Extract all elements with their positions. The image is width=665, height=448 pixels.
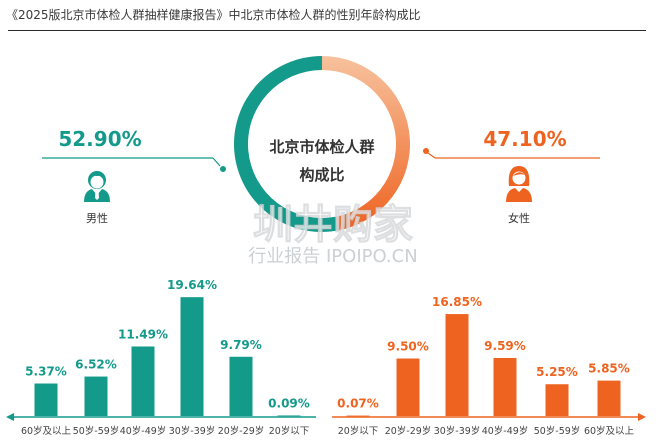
female-label: 女性 xyxy=(508,211,530,225)
male-category-label: 20岁-29岁 xyxy=(218,425,265,437)
male-category-label: 60岁及以上 xyxy=(21,425,72,437)
male-value-label: 9.79% xyxy=(220,338,262,352)
female-category-label: 30岁-39岁 xyxy=(434,425,481,437)
female-category-label: 60岁及以上 xyxy=(584,425,635,437)
female-person-icon xyxy=(506,166,532,202)
female-axis-arrow xyxy=(638,413,646,421)
female-category-label: 20岁-29岁 xyxy=(385,425,432,437)
female-bar xyxy=(396,358,420,416)
female-category-label: 40岁-49岁 xyxy=(482,425,529,437)
male-percent-label: 52.90% xyxy=(58,127,141,151)
male-callout-dot xyxy=(220,166,226,172)
female-bar xyxy=(545,384,569,416)
male-value-label: 19.64% xyxy=(167,278,217,292)
header-divider xyxy=(8,30,646,31)
male-bar xyxy=(131,346,155,416)
male-bar xyxy=(84,376,108,416)
male-callout-diagonal xyxy=(212,157,221,167)
male-value-label: 0.09% xyxy=(268,396,310,410)
male-value-label: 5.37% xyxy=(25,365,67,379)
female-bar xyxy=(346,415,370,417)
male-bar xyxy=(277,415,301,417)
watermark-logo: 圳井购家 xyxy=(253,202,413,248)
donut-center-label-1: 北京市体检人群 xyxy=(269,138,374,156)
male-bar xyxy=(229,356,253,416)
female-value-label: 5.25% xyxy=(536,365,578,379)
page-title: 《2025版北京市体检人群抽样健康报告》中北京市体检人群的性别年龄构成比 xyxy=(6,8,421,22)
male-value-label: 6.52% xyxy=(75,358,117,372)
male-person-icon xyxy=(84,171,110,202)
male-bar xyxy=(34,383,58,416)
male-age-bar-chart: 5.37% 60岁及以上 6.52% 50岁-59岁 11.49% 40岁-49岁 19.6… xyxy=(21,278,310,437)
female-value-label: 9.59% xyxy=(484,339,526,353)
male-category-label: 50岁-59岁 xyxy=(73,425,120,437)
male-category-label: 20岁以下 xyxy=(269,425,310,437)
watermark-subtitle: 行业报告 IPOIPO.CN xyxy=(248,246,417,267)
male-axis-arrow xyxy=(6,413,14,421)
female-callout-dot xyxy=(423,148,429,154)
male-category-label: 40岁-49岁 xyxy=(120,425,167,437)
male-value-label: 11.49% xyxy=(118,327,168,341)
female-bar xyxy=(597,380,621,416)
female-age-bar-chart: 0.07% 20岁以下 9.50% 20岁-29岁 16.85% 30岁-39岁 9.59%… xyxy=(337,295,634,437)
male-category-label: 30岁-39岁 xyxy=(169,425,216,437)
male-bar xyxy=(180,297,204,416)
female-value-label: 9.50% xyxy=(387,340,429,354)
female-value-label: 5.85% xyxy=(588,362,630,376)
donut-slice-male xyxy=(234,56,338,232)
female-value-label: 0.07% xyxy=(337,397,379,411)
female-percent-label: 47.10% xyxy=(483,127,566,151)
donut-center-label-2: 构成比 xyxy=(299,166,344,184)
female-value-label: 16.85% xyxy=(432,295,482,309)
female-bar xyxy=(445,314,469,416)
female-category-label: 20岁以下 xyxy=(338,425,379,437)
female-category-label: 50岁-59岁 xyxy=(534,425,581,437)
female-bar xyxy=(493,357,517,416)
donut-slice-female xyxy=(322,56,411,231)
donut-chart xyxy=(234,56,411,232)
male-label: 男性 xyxy=(86,211,108,225)
female-callout-diagonal xyxy=(427,152,436,159)
